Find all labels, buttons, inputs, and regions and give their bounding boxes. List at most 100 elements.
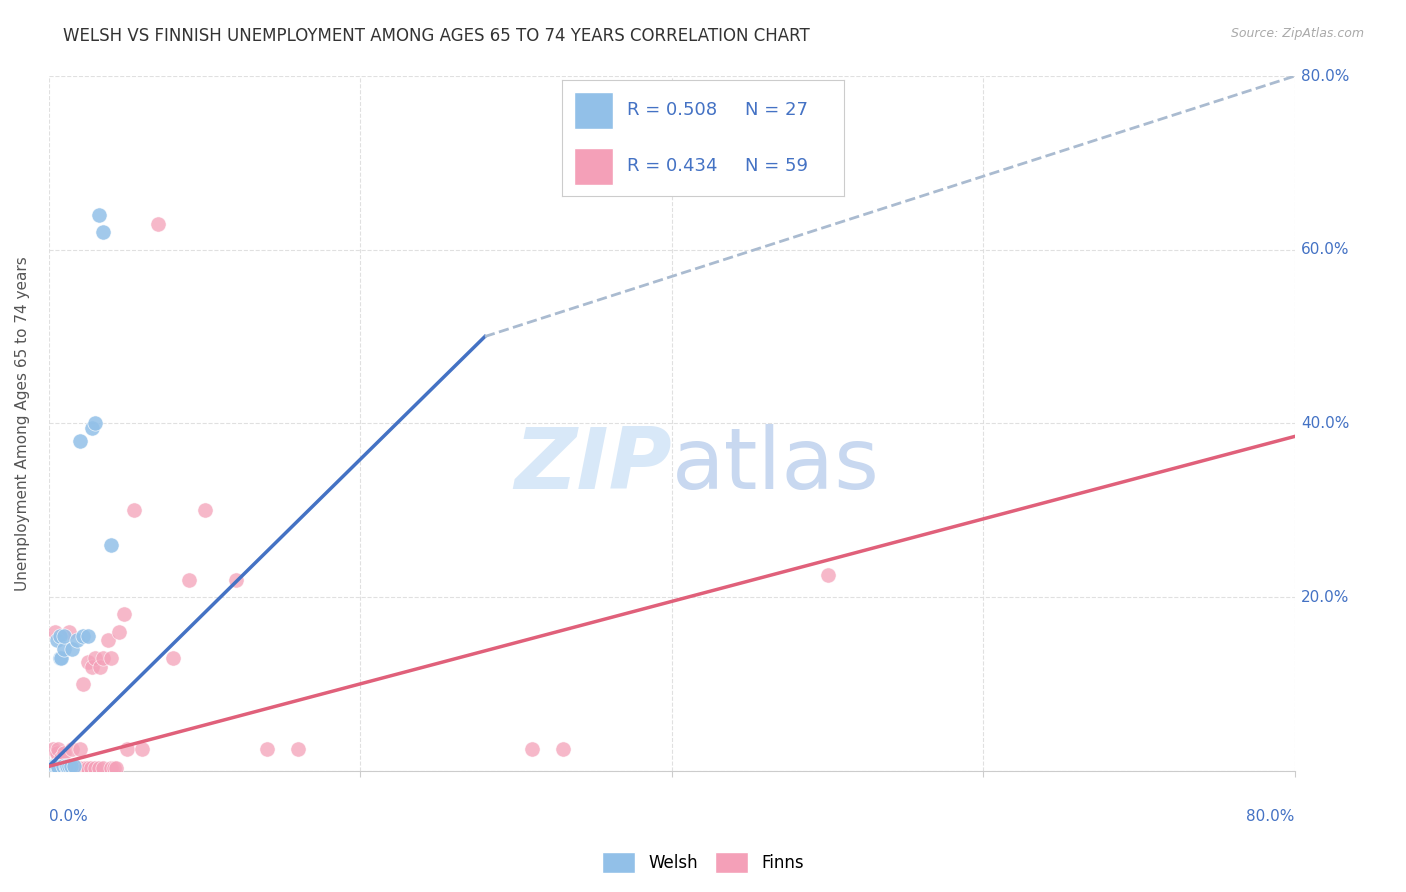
Point <box>76 761 98 775</box>
Point <box>73 761 96 775</box>
Text: R = 0.434: R = 0.434 <box>627 157 717 175</box>
Point <box>69 434 91 448</box>
Point <box>100 538 122 552</box>
Point <box>41 761 63 775</box>
Point <box>76 655 98 669</box>
Point <box>51 750 73 764</box>
Point <box>520 742 543 756</box>
Point <box>100 761 122 775</box>
Text: R = 0.508: R = 0.508 <box>627 102 717 120</box>
Point <box>80 761 103 775</box>
Point <box>42 742 65 756</box>
Point <box>256 742 278 756</box>
Point <box>53 642 76 657</box>
Point <box>45 633 67 648</box>
Point <box>82 420 104 434</box>
Point <box>146 217 169 231</box>
Point <box>177 573 200 587</box>
Bar <box>574 92 613 129</box>
Point <box>52 761 75 775</box>
Text: Source: ZipAtlas.com: Source: ZipAtlas.com <box>1230 27 1364 40</box>
Point <box>60 761 83 775</box>
Point <box>162 650 184 665</box>
Text: N = 27: N = 27 <box>745 102 808 120</box>
Legend: Welsh, Finns: Welsh, Finns <box>595 846 811 880</box>
Point <box>87 208 110 222</box>
Point <box>66 761 89 775</box>
Point <box>45 760 67 774</box>
Point <box>84 650 107 665</box>
Text: ZIP: ZIP <box>515 424 672 507</box>
Point <box>39 761 62 775</box>
Point <box>69 761 91 775</box>
Point <box>76 629 98 643</box>
Point <box>103 761 125 775</box>
Point <box>58 624 80 639</box>
Point <box>59 759 82 773</box>
Point <box>44 761 66 775</box>
Point <box>104 761 127 775</box>
Point <box>45 761 67 775</box>
Point <box>817 568 839 582</box>
Point <box>124 503 146 517</box>
Point <box>46 760 69 774</box>
Point <box>46 761 69 775</box>
Point <box>58 759 80 773</box>
Point <box>53 747 76 761</box>
Point <box>62 761 84 775</box>
Point <box>287 742 309 756</box>
Y-axis label: Unemployment Among Ages 65 to 74 years: Unemployment Among Ages 65 to 74 years <box>15 256 30 591</box>
Point <box>131 742 153 756</box>
Point <box>72 677 94 691</box>
Point <box>193 503 215 517</box>
Point <box>225 573 247 587</box>
Point <box>44 759 66 773</box>
Point <box>55 761 77 775</box>
Point <box>62 759 84 773</box>
Point <box>44 624 66 639</box>
Text: 60.0%: 60.0% <box>1301 243 1350 257</box>
Point <box>52 759 75 773</box>
Point <box>42 759 65 773</box>
Point <box>84 761 107 775</box>
Point <box>72 629 94 643</box>
Point <box>82 659 104 673</box>
Point <box>108 624 131 639</box>
Point <box>55 759 77 773</box>
Point <box>69 742 91 756</box>
Point <box>91 225 114 239</box>
Point <box>97 633 120 648</box>
Text: 20.0%: 20.0% <box>1301 590 1350 605</box>
Text: 40.0%: 40.0% <box>1301 416 1350 431</box>
Point <box>56 759 79 773</box>
Point <box>112 607 135 622</box>
Point <box>45 747 67 761</box>
Point <box>84 417 107 431</box>
Point <box>42 761 65 775</box>
Text: atlas: atlas <box>672 424 880 507</box>
Point <box>56 761 79 775</box>
Point <box>51 650 73 665</box>
Point <box>115 742 138 756</box>
Point <box>551 742 574 756</box>
Point <box>48 755 70 769</box>
Point <box>48 761 70 775</box>
Point <box>87 761 110 775</box>
Point <box>91 761 114 775</box>
Point <box>48 629 70 643</box>
Point <box>60 642 83 657</box>
Point <box>46 742 69 756</box>
Point <box>60 742 83 756</box>
Point <box>45 755 67 769</box>
Point <box>91 650 114 665</box>
Text: WELSH VS FINNISH UNEMPLOYMENT AMONG AGES 65 TO 74 YEARS CORRELATION CHART: WELSH VS FINNISH UNEMPLOYMENT AMONG AGES… <box>63 27 810 45</box>
Text: 80.0%: 80.0% <box>1247 809 1295 824</box>
Point <box>100 650 122 665</box>
Bar <box>574 147 613 185</box>
Point <box>89 659 111 673</box>
Text: 80.0%: 80.0% <box>1301 69 1350 84</box>
Point <box>48 650 70 665</box>
Point <box>51 761 73 775</box>
Point <box>53 761 76 775</box>
Point <box>41 761 63 775</box>
